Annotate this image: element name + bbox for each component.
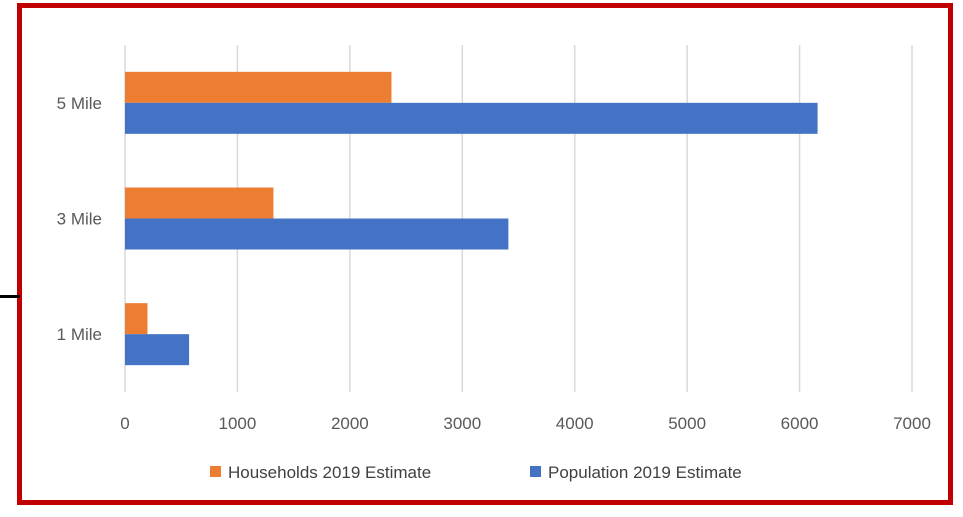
legend-swatch xyxy=(210,466,221,477)
legend-label: Population 2019 Estimate xyxy=(548,463,742,482)
x-tick-label: 1000 xyxy=(219,414,257,433)
bar-households-1-mile xyxy=(125,303,148,335)
x-tick-label: 4000 xyxy=(556,414,594,433)
bar-households-3-mile xyxy=(125,187,274,219)
category-labels: 1 Mile 3 Mile 5 Mile xyxy=(57,94,102,344)
bar-population-5-mile xyxy=(125,102,818,134)
x-tick-label: 7000 xyxy=(893,414,931,433)
legend: Households 2019 Estimate Population 2019 … xyxy=(210,463,742,482)
bar-households-5-mile xyxy=(125,71,392,103)
chart-frame xyxy=(17,3,953,505)
bars xyxy=(125,71,818,366)
left-connector-line xyxy=(0,295,20,298)
bar-population-1-mile xyxy=(125,334,190,366)
category-label: 1 Mile xyxy=(57,325,102,344)
x-tick-label: 2000 xyxy=(331,414,369,433)
x-tick-label: 3000 xyxy=(443,414,481,433)
x-tick-label: 6000 xyxy=(781,414,819,433)
x-tick-label: 0 xyxy=(120,414,129,433)
x-tick-labels: 0 1000 2000 3000 4000 5000 6000 7000 xyxy=(120,414,931,433)
category-label: 3 Mile xyxy=(57,210,102,229)
bar-population-3-mile xyxy=(125,218,509,250)
x-tick-label: 5000 xyxy=(668,414,706,433)
legend-swatch xyxy=(530,466,541,477)
category-label: 5 Mile xyxy=(57,94,102,113)
legend-label: Households 2019 Estimate xyxy=(228,463,431,482)
